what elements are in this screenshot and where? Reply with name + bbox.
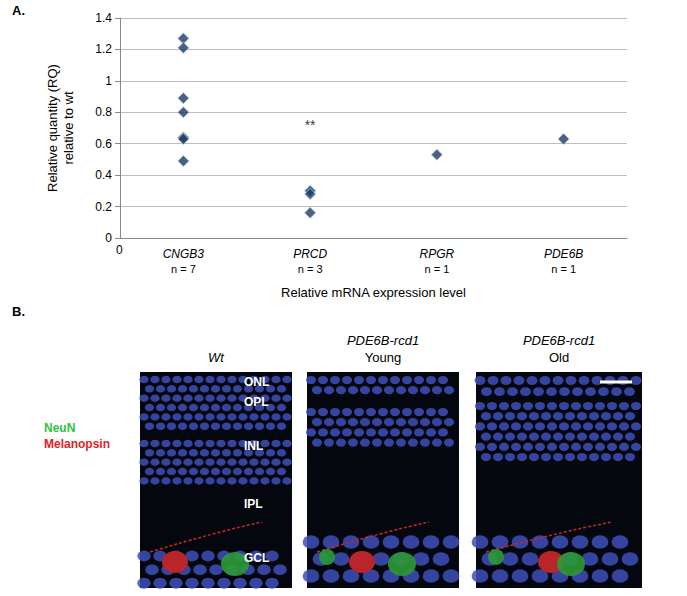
svg-text:n = 1: n = 1 [424, 263, 449, 275]
svg-text:0: 0 [116, 243, 123, 257]
svg-text:Wt: Wt [208, 350, 225, 365]
svg-text:n = 1: n = 1 [551, 263, 576, 275]
svg-text:Old: Old [549, 350, 569, 365]
svg-text:Relative mRNA expression level: Relative mRNA expression level [281, 285, 466, 300]
svg-text:CNGB3: CNGB3 [163, 247, 205, 261]
svg-text:0: 0 [105, 231, 112, 245]
svg-text:OPL: OPL [244, 395, 269, 409]
svg-text:PDE6B-rcd1: PDE6B-rcd1 [347, 333, 419, 348]
svg-text:relative to wt: relative to wt [61, 91, 76, 164]
svg-text:IPL: IPL [244, 497, 263, 511]
svg-text:ONL: ONL [244, 375, 269, 389]
svg-text:NeuN: NeuN [44, 421, 75, 435]
svg-text:**: ** [305, 117, 316, 133]
svg-text:B.: B. [12, 304, 25, 319]
svg-text:0.8: 0.8 [95, 105, 112, 119]
svg-text:PDE6B-rcd1: PDE6B-rcd1 [523, 333, 595, 348]
svg-text:GCL: GCL [244, 551, 269, 565]
svg-text:1.4: 1.4 [95, 11, 112, 25]
svg-text:n = 7: n = 7 [171, 263, 196, 275]
svg-text:Young: Young [365, 350, 401, 365]
svg-text:0.6: 0.6 [95, 137, 112, 151]
svg-text:RPGR: RPGR [420, 247, 455, 261]
svg-text:1: 1 [105, 74, 112, 88]
svg-text:0.4: 0.4 [95, 168, 112, 182]
svg-text:n = 3: n = 3 [298, 263, 323, 275]
svg-text:A.: A. [12, 3, 25, 18]
svg-text:Melanopsin: Melanopsin [44, 437, 110, 451]
svg-text:0.2: 0.2 [95, 200, 112, 214]
svg-text:INL: INL [244, 439, 263, 453]
svg-text:PRCD: PRCD [293, 247, 327, 261]
svg-text:PDE6B: PDE6B [544, 247, 583, 261]
svg-text:Relative quantity (RQ): Relative quantity (RQ) [45, 64, 60, 192]
svg-text:1.2: 1.2 [95, 42, 112, 56]
